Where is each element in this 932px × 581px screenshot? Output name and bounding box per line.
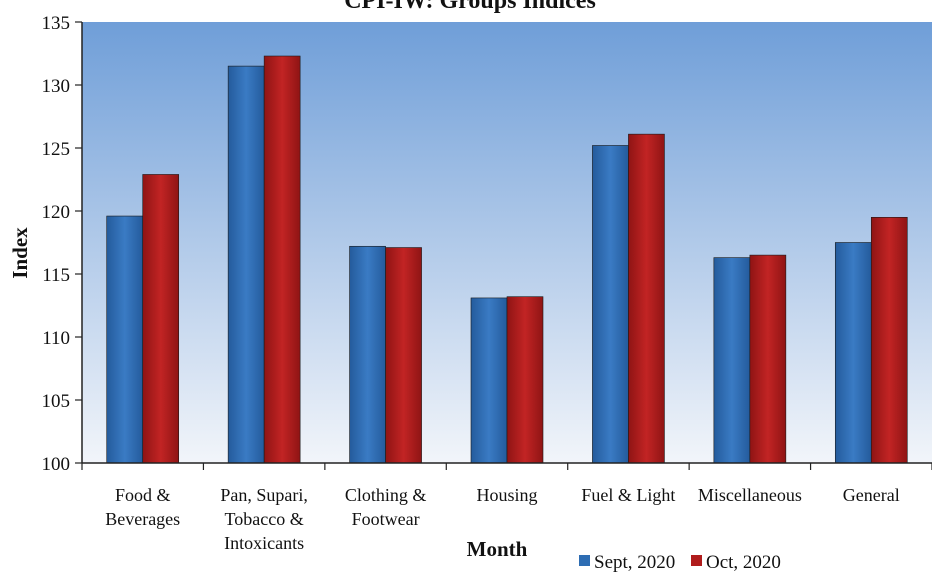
legend-label-oct-2020: Oct, 2020 — [706, 552, 781, 573]
x-category-label: Pan, Supari, Tobacco & Intoxicants — [220, 485, 308, 553]
y-tick-label: 100 — [42, 454, 71, 475]
bars — [106, 55, 908, 464]
x-category-label: General — [843, 485, 900, 505]
bar-oct-2020 — [142, 174, 180, 464]
x-category-label: Food & Beverages — [105, 485, 180, 529]
legend-swatch-sept-2020 — [579, 555, 590, 566]
bar-oct-2020 — [870, 217, 908, 464]
legend-label-sept-2020: Sept, 2020 — [594, 552, 675, 573]
x-category-label: Miscellaneous — [698, 485, 802, 505]
bar-sept-2020 — [592, 145, 629, 464]
bar-oct-2020 — [263, 55, 301, 464]
bar-oct-2020 — [628, 133, 665, 464]
y-axis-title: Index — [8, 227, 32, 279]
bar-sept-2020 — [713, 257, 751, 464]
bar-oct-2020 — [385, 247, 422, 464]
y-tick-label: 125 — [42, 139, 71, 160]
y-tick-label: 110 — [42, 328, 70, 349]
bar-sept-2020 — [227, 65, 265, 464]
x-category-label: Housing — [476, 485, 537, 505]
bar-sept-2020 — [834, 242, 872, 464]
bar-sept-2020 — [106, 215, 144, 464]
bar-oct-2020 — [506, 296, 544, 464]
axes — [81, 22, 932, 470]
bar-oct-2020 — [749, 254, 787, 464]
x-category-label: Clothing & Footwear — [345, 485, 427, 529]
x-axis-labels: Food & Beverages Pan, Supari, Tobacco & Into… — [105, 485, 900, 553]
bar-sept-2020 — [349, 245, 386, 464]
bar-sept-2020 — [470, 297, 508, 464]
x-axis-title: Month — [467, 537, 528, 561]
x-category-label: Fuel & Light — [581, 485, 675, 505]
y-tick-label: 135 — [42, 13, 71, 34]
y-tick-label: 105 — [42, 391, 71, 412]
chart-title: CPI-IW: Groups Indices — [344, 0, 596, 14]
y-axis-ticks: 100 105 110 115 120 125 130 135 — [42, 13, 82, 475]
y-tick-label: 120 — [42, 202, 71, 223]
y-tick-label: 130 — [42, 76, 71, 97]
y-tick-label: 115 — [42, 265, 70, 286]
legend-swatch-oct-2020 — [691, 555, 702, 566]
legend: Sept, 2020 Oct, 2020 — [579, 552, 781, 573]
